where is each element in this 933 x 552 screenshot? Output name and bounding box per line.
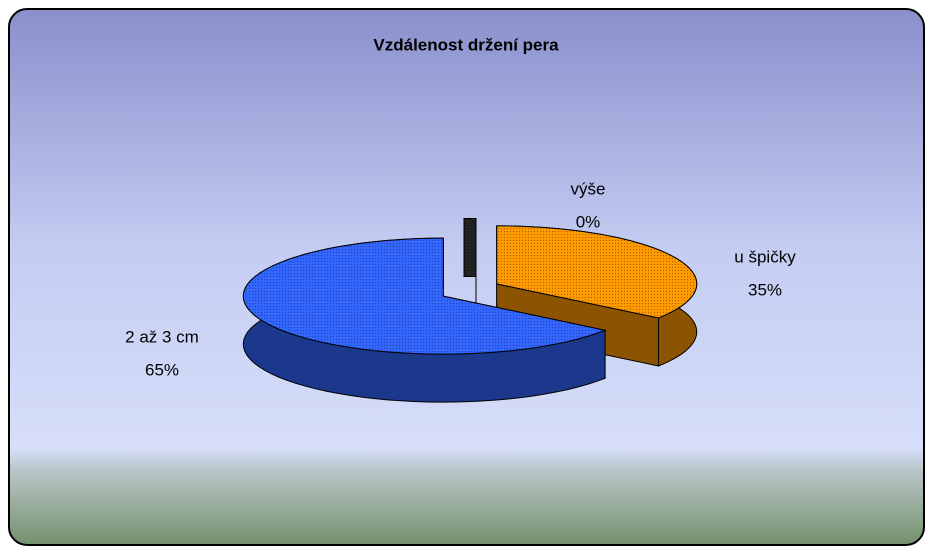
category-label: u špičky (734, 247, 796, 266)
pie-tops (242, 225, 698, 355)
value-label: 65% (145, 360, 179, 379)
pie (242, 218, 698, 403)
pie-slice-pattern (496, 225, 697, 318)
value-label: 0% (576, 212, 601, 231)
pie-slice-pattern (243, 238, 606, 355)
value-label: 35% (748, 280, 782, 299)
category-label: výše (571, 179, 606, 198)
chart-title: Vzdálenost držení pera (373, 35, 559, 54)
category-label: 2 až 3 cm (125, 327, 199, 346)
pie-slice-pattern (464, 218, 476, 325)
